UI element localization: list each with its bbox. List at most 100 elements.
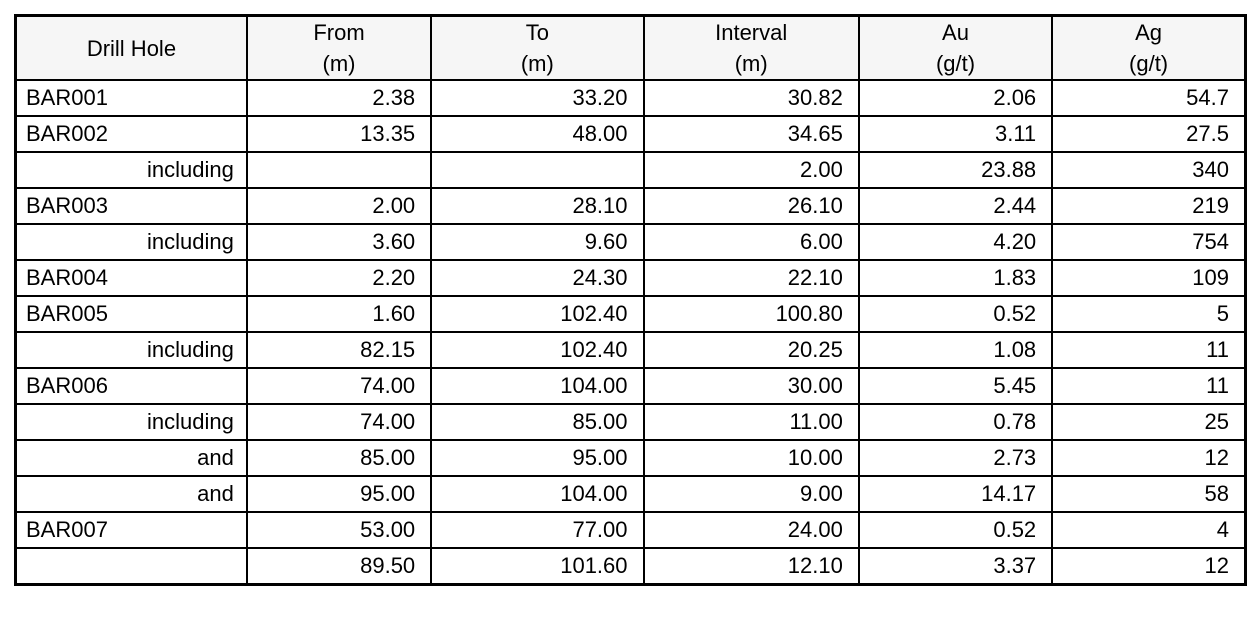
cell-to: 101.60 xyxy=(430,547,645,586)
cell-from: 1.60 xyxy=(245,295,433,333)
cell-interval: 24.00 xyxy=(642,511,860,549)
cell-from: 2.20 xyxy=(245,259,433,297)
cell-interval: 6.00 xyxy=(642,223,860,261)
column-unit: (m) xyxy=(520,51,554,76)
cell-interval: 34.65 xyxy=(642,115,860,153)
cell-to xyxy=(430,151,645,189)
cell-to: 9.60 xyxy=(430,223,645,261)
cell-ag: 12 xyxy=(1051,547,1247,586)
header-row: Drill Hole From (m) To (m) Interval (m) Au (g/t)… xyxy=(14,14,1247,81)
cell-au: 0.78 xyxy=(857,403,1054,441)
cell-au: 3.37 xyxy=(857,547,1054,586)
cell-to: 24.30 xyxy=(430,259,645,297)
cell-to: 33.20 xyxy=(430,79,645,117)
table-row: including 74.00 85.00 11.00 0.78 25 xyxy=(14,403,1247,441)
column-unit: (g/t) xyxy=(935,51,976,76)
column-header-ag: Ag (g/t) xyxy=(1051,14,1247,81)
column-header-hole: Drill Hole xyxy=(14,14,248,81)
cell-to: 85.00 xyxy=(430,403,645,441)
cell-hole: BAR004 xyxy=(14,259,248,297)
cell-from: 89.50 xyxy=(245,547,433,586)
cell-au: 4.20 xyxy=(857,223,1054,261)
cell-from: 3.60 xyxy=(245,223,433,261)
table-header: Drill Hole From (m) To (m) Interval (m) Au (g/t)… xyxy=(14,14,1247,81)
cell-from: 74.00 xyxy=(245,367,433,405)
cell-au: 0.52 xyxy=(857,511,1054,549)
table-row: including 2.00 23.88 340 xyxy=(14,151,1247,189)
cell-hole xyxy=(14,547,248,586)
cell-hole: BAR006 xyxy=(14,367,248,405)
cell-interval: 2.00 xyxy=(642,151,860,189)
cell-au: 1.08 xyxy=(857,331,1054,369)
column-label: Au xyxy=(942,20,969,45)
column-header-from: From (m) xyxy=(245,14,433,81)
cell-to: 102.40 xyxy=(430,295,645,333)
table-row: BAR005 1.60 102.40 100.80 0.52 5 xyxy=(14,295,1247,333)
table-body: BAR001 2.38 33.20 30.82 2.06 54.7 BAR002 13.35 4… xyxy=(14,79,1247,586)
table-row: and 85.00 95.00 10.00 2.73 12 xyxy=(14,439,1247,477)
cell-interval: 20.25 xyxy=(642,331,860,369)
column-label: Ag xyxy=(1135,20,1163,45)
table-row: including 3.60 9.60 6.00 4.20 754 xyxy=(14,223,1247,261)
cell-from: 2.00 xyxy=(245,187,433,225)
column-header-interval: Interval (m) xyxy=(642,14,860,81)
table-row: BAR006 74.00 104.00 30.00 5.45 11 xyxy=(14,367,1247,405)
column-label: From xyxy=(313,20,365,45)
cell-hole: including xyxy=(14,403,248,441)
table-row: BAR001 2.38 33.20 30.82 2.06 54.7 xyxy=(14,79,1247,117)
cell-hole: and xyxy=(14,475,248,513)
cell-hole: BAR007 xyxy=(14,511,248,549)
cell-au: 2.06 xyxy=(857,79,1054,117)
table-row: including 82.15 102.40 20.25 1.08 11 xyxy=(14,331,1247,369)
cell-hole: including xyxy=(14,151,248,189)
cell-au: 0.52 xyxy=(857,295,1054,333)
cell-ag: 754 xyxy=(1051,223,1247,261)
cell-interval: 30.00 xyxy=(642,367,860,405)
cell-ag: 219 xyxy=(1051,187,1247,225)
cell-ag: 54.7 xyxy=(1051,79,1247,117)
cell-au: 23.88 xyxy=(857,151,1054,189)
cell-interval: 22.10 xyxy=(642,259,860,297)
cell-interval: 12.10 xyxy=(642,547,860,586)
cell-interval: 26.10 xyxy=(642,187,860,225)
cell-interval: 11.00 xyxy=(642,403,860,441)
cell-hole: BAR003 xyxy=(14,187,248,225)
column-label: To xyxy=(525,20,549,45)
column-label: Interval xyxy=(715,20,788,45)
cell-to: 77.00 xyxy=(430,511,645,549)
cell-to: 95.00 xyxy=(430,439,645,477)
column-unit: (g/t) xyxy=(1129,51,1169,76)
cell-hole: BAR002 xyxy=(14,115,248,153)
cell-ag: 11 xyxy=(1051,331,1247,369)
table-row: 89.50 101.60 12.10 3.37 12 xyxy=(14,547,1247,586)
cell-ag: 5 xyxy=(1051,295,1247,333)
cell-from: 74.00 xyxy=(245,403,433,441)
cell-from: 2.38 xyxy=(245,79,433,117)
cell-ag: 340 xyxy=(1051,151,1247,189)
cell-ag: 4 xyxy=(1051,511,1247,549)
column-unit: (m) xyxy=(322,51,356,76)
cell-to: 28.10 xyxy=(430,187,645,225)
cell-from: 13.35 xyxy=(245,115,433,153)
table-row: BAR002 13.35 48.00 34.65 3.11 27.5 xyxy=(14,115,1247,153)
cell-au: 2.73 xyxy=(857,439,1054,477)
cell-hole: BAR001 xyxy=(14,79,248,117)
cell-au: 3.11 xyxy=(857,115,1054,153)
cell-ag: 12 xyxy=(1051,439,1247,477)
cell-ag: 11 xyxy=(1051,367,1247,405)
cell-from: 95.00 xyxy=(245,475,433,513)
table-row: BAR004 2.20 24.30 22.10 1.83 109 xyxy=(14,259,1247,297)
cell-ag: 58 xyxy=(1051,475,1247,513)
cell-interval: 9.00 xyxy=(642,475,860,513)
cell-au: 5.45 xyxy=(857,367,1054,405)
column-unit: (m) xyxy=(734,51,768,76)
cell-au: 1.83 xyxy=(857,259,1054,297)
cell-to: 102.40 xyxy=(430,331,645,369)
cell-from: 82.15 xyxy=(245,331,433,369)
cell-to: 104.00 xyxy=(430,475,645,513)
cell-interval: 100.80 xyxy=(642,295,860,333)
cell-hole: BAR005 xyxy=(14,295,248,333)
cell-au: 2.44 xyxy=(857,187,1054,225)
table-row: BAR007 53.00 77.00 24.00 0.52 4 xyxy=(14,511,1247,549)
column-label: Drill Hole xyxy=(86,35,177,61)
